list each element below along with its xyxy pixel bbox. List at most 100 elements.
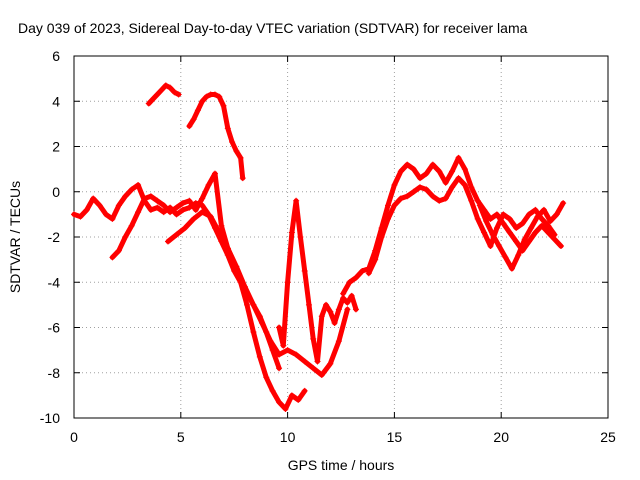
data-point (276, 351, 283, 358)
data-point (71, 211, 77, 218)
data-point (258, 319, 265, 326)
data-point (141, 195, 148, 202)
data-point (404, 161, 411, 168)
data-point (282, 405, 289, 412)
data-point (344, 306, 351, 313)
data-point (205, 181, 212, 188)
data-point (545, 222, 552, 229)
data-point (331, 319, 338, 326)
data-point (276, 399, 283, 406)
data-point (506, 215, 513, 222)
data-point (318, 372, 325, 379)
data-point (513, 238, 520, 245)
data-point (90, 195, 97, 202)
y-tick-label: 0 (52, 184, 60, 200)
data-point (109, 254, 116, 261)
data-point (502, 254, 509, 261)
data-point (468, 197, 475, 204)
x-tick-label: 10 (280, 429, 296, 445)
data-point (404, 193, 411, 200)
series-line (186, 92, 246, 181)
data-point (192, 206, 199, 213)
data-point (519, 220, 526, 227)
data-point (461, 166, 468, 173)
data-point (335, 306, 342, 313)
data-point (301, 387, 308, 394)
data-point (449, 168, 456, 175)
data-point (256, 353, 263, 360)
axis-ticks: 0 5 10 15 20 25 -10 -8 -6 -4 -2 0 2 4 6 (40, 48, 616, 445)
data-point (216, 229, 223, 236)
data-point (128, 186, 135, 193)
series-arc-6 (276, 197, 359, 365)
data-point (199, 209, 206, 216)
data-point (346, 279, 353, 286)
data-point (179, 200, 186, 207)
series-arc-8 (365, 175, 558, 277)
data-point (423, 170, 430, 177)
data-point (513, 224, 520, 231)
data-point (288, 229, 295, 236)
data-point (391, 202, 398, 209)
data-point (199, 195, 206, 202)
data-point (203, 93, 210, 100)
series-line (340, 155, 564, 297)
data-point (154, 197, 161, 204)
data-point (297, 234, 304, 240)
series-line (366, 175, 558, 276)
data-point (538, 222, 545, 229)
chart-title: Day 039 of 2023, Sidereal Day-to-day VTE… (18, 20, 528, 36)
data-point (436, 197, 443, 204)
data-point (493, 224, 500, 231)
data-point (301, 358, 308, 365)
data-point (244, 301, 251, 308)
data-point (335, 338, 342, 345)
data-point (154, 91, 161, 98)
data-point (263, 374, 270, 381)
data-point (147, 206, 154, 213)
data-point (417, 184, 424, 191)
data-point (352, 306, 359, 313)
data-point (301, 267, 308, 274)
x-tick-label: 15 (387, 429, 403, 445)
x-tick-label: 0 (70, 429, 78, 445)
data-point (525, 211, 532, 218)
data-point (233, 263, 240, 270)
data-point (284, 347, 291, 354)
data-point (128, 222, 135, 229)
data-point (474, 215, 481, 222)
data-point (293, 197, 300, 204)
data-point (224, 125, 231, 132)
data-point (284, 279, 291, 286)
y-tick-label: 2 (52, 139, 60, 155)
data-point (365, 270, 372, 277)
data-point (239, 175, 246, 182)
data-point (327, 360, 334, 367)
series-arc-2 (109, 170, 308, 412)
data-point (173, 211, 180, 218)
data-point (442, 179, 449, 186)
data-point (216, 93, 223, 100)
data-point (384, 202, 391, 209)
data-point (182, 224, 189, 231)
data-point (241, 283, 248, 290)
series-layer (71, 82, 567, 412)
data-point (280, 342, 287, 349)
data-point (199, 98, 206, 105)
data-point (186, 123, 193, 130)
data-point (391, 181, 398, 188)
data-point (211, 170, 218, 177)
data-point (288, 392, 295, 399)
data-point (532, 206, 539, 213)
data-point (224, 245, 231, 252)
data-point (164, 238, 171, 245)
data-point (534, 213, 541, 220)
data-point (455, 175, 462, 182)
x-tick-label: 20 (493, 429, 509, 445)
data-point (190, 215, 197, 222)
data-point (455, 154, 462, 161)
data-point (442, 195, 449, 202)
series-line (477, 200, 566, 272)
data-point (115, 247, 122, 254)
